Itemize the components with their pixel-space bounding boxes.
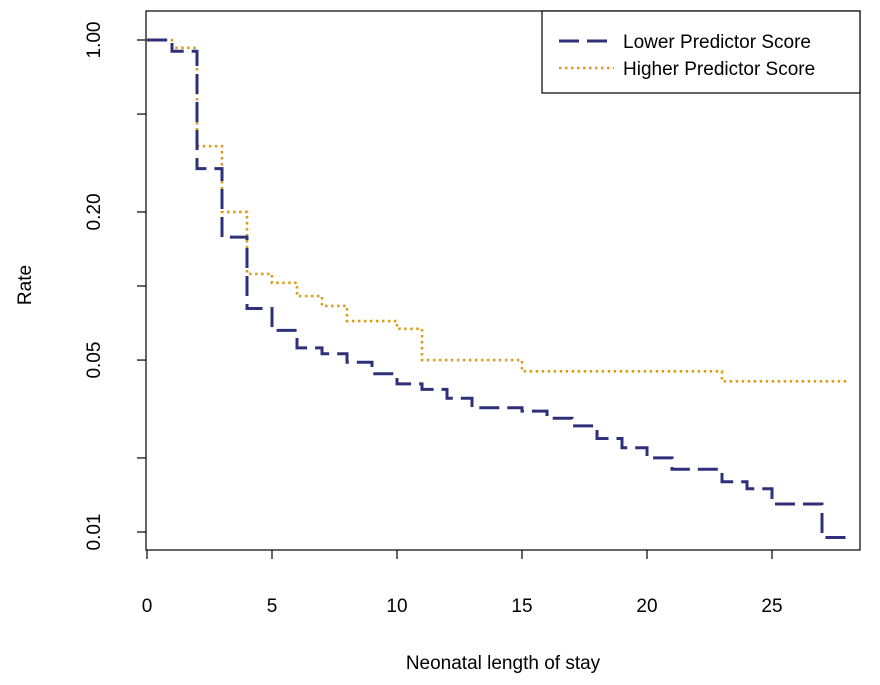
x-tick-label: 25	[761, 596, 782, 617]
y-tick-label: 0.20	[84, 193, 105, 230]
series-line-lower	[147, 38, 847, 539]
x-tick-label: 20	[636, 596, 657, 617]
legend-label-lower: Lower Predictor Score	[623, 32, 811, 53]
legend-label-higher: Higher Predictor Score	[623, 59, 815, 80]
y-axis-label: Rate	[15, 265, 36, 305]
series-layer	[147, 38, 847, 539]
y-tick-label: 1.00	[84, 22, 105, 59]
y-tick-label: 0.05	[84, 342, 105, 379]
plot-frame	[145, 10, 861, 551]
x-axis: 0 5 10 15 20 25	[142, 550, 783, 617]
x-tick-label: 10	[386, 596, 407, 617]
x-tick-label: 5	[267, 596, 278, 617]
y-tick-label: 0.01	[84, 514, 105, 551]
x-axis-label: Neonatal length of stay	[406, 653, 601, 674]
legend: Lower Predictor Score Higher Predictor S…	[541, 10, 861, 94]
x-tick-label: 0	[142, 596, 153, 617]
x-tick-label: 15	[511, 596, 532, 617]
legend-box	[541, 10, 861, 94]
y-axis: 1.00 0.20 0.05 0.01	[84, 22, 146, 551]
series-line-higher	[147, 38, 847, 383]
